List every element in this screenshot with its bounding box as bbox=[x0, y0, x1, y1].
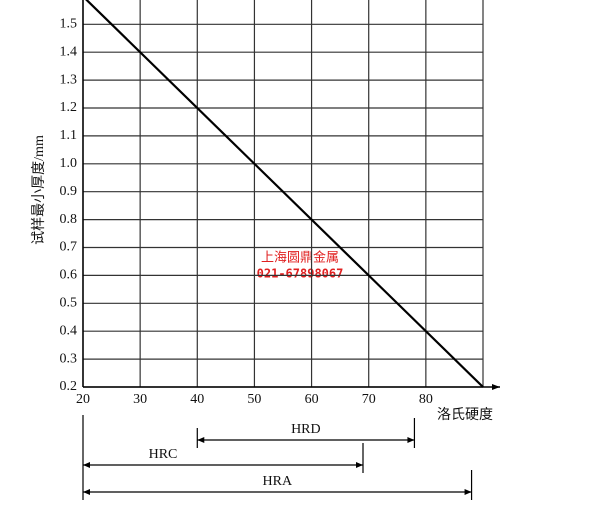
y-tick-label: 0.5 bbox=[60, 296, 78, 311]
y-tick-label: 0.3 bbox=[60, 351, 78, 366]
x-axis-label: 洛氏硬度 bbox=[437, 407, 493, 423]
y-tick-label: 0.8 bbox=[60, 212, 78, 227]
y-axis-label: 试样最小厚度/mm bbox=[31, 135, 47, 245]
range-label: HRA bbox=[263, 474, 293, 489]
y-tick-label: 0.7 bbox=[60, 240, 78, 255]
x-tick-label: 80 bbox=[419, 392, 433, 407]
x-tick-label: 60 bbox=[305, 392, 319, 407]
x-tick-label: 40 bbox=[190, 392, 204, 407]
range-label: HRD bbox=[291, 422, 321, 437]
y-tick-label: 1.0 bbox=[60, 156, 78, 171]
y-tick-label: 1.6 bbox=[60, 0, 78, 4]
x-tick-label: 70 bbox=[362, 392, 376, 407]
x-tick-label: 30 bbox=[133, 392, 147, 407]
y-tick-label: 0.9 bbox=[60, 184, 78, 199]
watermark: 上海圆鼎金属 bbox=[261, 250, 339, 266]
watermark: 021-67898067 bbox=[257, 267, 344, 281]
x-tick-label: 50 bbox=[247, 392, 261, 407]
data-line bbox=[85, 0, 484, 388]
y-tick-label: 1.5 bbox=[60, 17, 78, 32]
x-tick-label: 20 bbox=[76, 392, 90, 407]
y-tick-label: 1.3 bbox=[60, 72, 78, 87]
y-tick-label: 0.6 bbox=[60, 268, 78, 283]
y-tick-label: 1.4 bbox=[60, 44, 78, 59]
y-tick-label: 1.2 bbox=[60, 100, 78, 115]
range-label: HRC bbox=[149, 447, 178, 462]
y-tick-label: 1.1 bbox=[60, 128, 78, 143]
y-tick-label: 0.4 bbox=[60, 323, 78, 338]
x-axis-arrow bbox=[492, 384, 500, 390]
y-tick-label: 0.2 bbox=[60, 379, 78, 394]
